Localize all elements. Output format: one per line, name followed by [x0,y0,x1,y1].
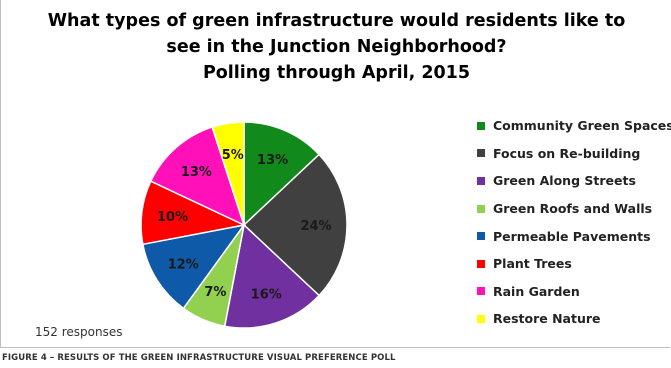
pie-slice-label-5: 10% [157,210,188,225]
pie-slice-6 [149,126,246,227]
legend-label-1: Focus on Re-building [493,145,641,161]
pie-slice-1 [242,153,348,297]
legend-item-2: Green Along Streets [477,167,671,195]
pie-chart: 13% 24% 16% 7% 12% 10% 13% 5% [140,121,348,329]
legend-swatch-1 [477,149,485,158]
chart-title-line-2: see in the Junction Neighborhood? [166,37,507,57]
chart-frame: What types of green infrastructure would… [0,0,671,348]
legend-item-4: Permeable Pavements [477,222,671,250]
pie-slice-label-6: 13% [181,165,212,180]
legend-item-1: Focus on Re-building [477,140,671,168]
pie-slice-7 [211,121,245,226]
responses-note: 152 responses [35,325,123,339]
legend-label-4: Permeable Pavements [493,228,651,244]
legend-swatch-3 [477,204,485,213]
legend-item-0: Community Green Spaces [477,112,671,140]
pie-slice-label-2: 16% [251,287,282,302]
legend-item-6: Rain Garden [477,278,671,306]
legend-swatch-2 [477,176,485,185]
legend-swatch-5 [477,259,485,268]
chart-title: What types of green infrastructure would… [1,8,671,86]
legend-label-5: Plant Trees [493,256,572,272]
pie-slice-label-0: 13% [257,153,288,168]
legend-item-3: Green Roofs and Walls [477,195,671,223]
legend: Community Green Spaces Focus on Re-buildi… [477,112,671,333]
legend-swatch-6 [477,287,485,296]
legend-label-0: Community Green Spaces [493,118,671,134]
chart-title-line-1: What types of green infrastructure would… [47,11,626,31]
legend-label-3: Green Roofs and Walls [493,201,653,217]
pie-slice-4 [141,223,246,310]
legend-label-7: Restore Nature [493,311,601,327]
legend-swatch-7 [477,314,485,323]
legend-swatch-4 [477,232,485,241]
legend-swatch-0 [477,121,485,130]
pie-slice-2 [223,223,321,329]
chart-title-line-3: Polling through April, 2015 [202,63,471,83]
pie-slice-0 [243,121,321,227]
legend-label-6: Rain Garden [493,283,580,299]
pie-slice-label-7: 5% [222,148,244,163]
legend-item-5: Plant Trees [477,250,671,278]
legend-label-2: Green Along Streets [493,173,636,189]
pie-slice-label-4: 12% [168,258,199,273]
legend-item-7: Restore Nature [477,305,671,333]
pie-slice-label-1: 24% [300,219,331,234]
figure-caption: FIGURE 4 – RESULTS OF THE GREEN INFRASTR… [2,353,396,363]
pie-slice-label-3: 7% [204,285,226,300]
